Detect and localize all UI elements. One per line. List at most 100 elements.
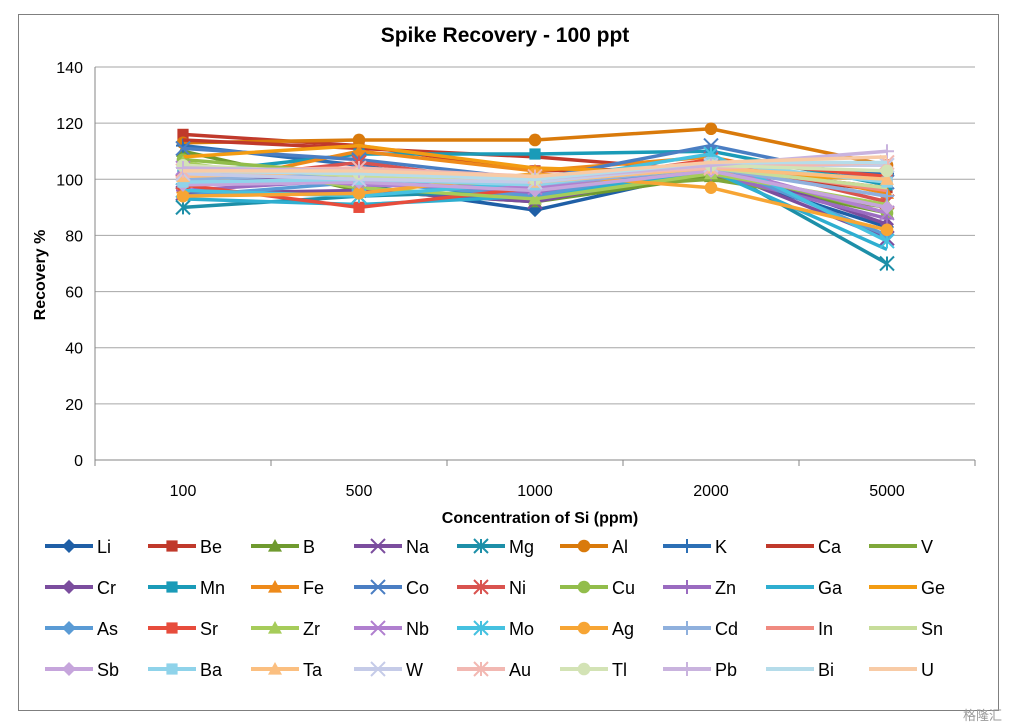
data-point-Co — [175, 140, 191, 157]
legend-label-Ag: Ag — [612, 619, 634, 639]
x-tick-label: 100 — [170, 483, 197, 500]
legend-marker-Co — [370, 579, 386, 595]
legend-label-Ga: Ga — [818, 578, 843, 598]
data-point-Al — [704, 122, 718, 136]
x-axis-label: Concentration of Si (ppm) — [441, 510, 639, 527]
y-tick-label: 100 — [56, 172, 83, 189]
legend-label-Al: Al — [612, 537, 628, 557]
chart-title: Spike Recovery - 100 ppt — [380, 24, 630, 47]
legend-marker-Al — [577, 539, 591, 553]
legend-label-Cd: Cd — [715, 619, 738, 639]
legend-marker-K — [680, 539, 694, 553]
legend-label-Mn: Mn — [200, 578, 225, 598]
legend-label-As: As — [97, 619, 118, 639]
legend-marker-Mn — [166, 581, 178, 593]
data-point-Sb — [880, 200, 894, 215]
legend-marker-Na — [370, 538, 386, 554]
legend-marker-Fe — [268, 580, 282, 593]
legend-label-Ca: Ca — [818, 537, 842, 557]
legend-label-Ni: Ni — [509, 578, 526, 598]
data-point-Ag — [176, 189, 190, 203]
legend-label-Zr: Zr — [303, 619, 320, 639]
legend-label-Cr: Cr — [97, 578, 116, 598]
legend-label-Sn: Sn — [921, 619, 943, 639]
legend-marker-Ta — [268, 662, 282, 675]
legend-marker-Cd — [680, 621, 694, 635]
x-tick-label: 1000 — [517, 483, 553, 500]
legend-label-Nb: Nb — [406, 619, 429, 639]
legend-label-Bi: Bi — [818, 660, 834, 680]
y-tick-label: 20 — [65, 397, 83, 414]
legend-marker-B — [268, 539, 282, 552]
watermark: 格隆汇 — [962, 708, 1002, 723]
legend-marker-Ba — [166, 663, 178, 675]
data-point-Pb — [880, 144, 894, 159]
legend-marker-Pb — [680, 662, 694, 676]
data-point-Ag — [704, 181, 718, 195]
legend-marker-Nb — [370, 620, 386, 636]
legend-marker-Ag — [577, 621, 591, 635]
y-tick-label: 0 — [74, 453, 83, 470]
data-point-Al — [352, 133, 366, 147]
legend-label-Co: Co — [406, 578, 429, 598]
legend-label-Ge: Ge — [921, 578, 945, 598]
y-tick-label: 40 — [65, 341, 83, 358]
legend-marker-Zn — [680, 580, 694, 594]
legend-label-Li: Li — [97, 537, 111, 557]
legend-marker-Ni — [473, 579, 489, 595]
series-line-Bi — [182, 160, 887, 182]
data-point-Mo — [879, 233, 895, 249]
legend-marker-Tl — [577, 662, 591, 676]
legend-marker-Zr — [268, 621, 282, 634]
legend-label-K: K — [715, 537, 727, 557]
legend-label-Ta: Ta — [303, 660, 323, 680]
data-point-Ta — [880, 172, 894, 185]
legend-marker-Mg — [473, 538, 489, 554]
legend-label-Ba: Ba — [200, 660, 223, 680]
legend-label-Sr: Sr — [200, 619, 218, 639]
legend-marker-Mo — [473, 620, 489, 636]
data-point-Pb — [176, 161, 190, 176]
data-point-Fe — [352, 144, 366, 157]
y-tick-label: 60 — [65, 285, 83, 302]
legend-label-Tl: Tl — [612, 660, 627, 680]
x-tick-label: 2000 — [693, 483, 729, 500]
legend-label-Na: Na — [406, 537, 430, 557]
legend-label-Fe: Fe — [303, 578, 324, 598]
chart-frame — [18, 14, 999, 711]
legend-label-Zn: Zn — [715, 578, 736, 598]
data-point-Al — [528, 133, 542, 147]
data-point-Ag — [880, 223, 894, 237]
legend-label-Au: Au — [509, 660, 531, 680]
y-tick-label: 80 — [65, 228, 83, 245]
legend-marker-W — [370, 661, 386, 677]
legend-label-Sb: Sb — [97, 660, 119, 680]
data-point-Zr — [528, 191, 542, 205]
data-point-Mg — [879, 255, 895, 272]
data-point-Pb — [704, 158, 718, 173]
legend-label-B: B — [303, 537, 315, 557]
legend-marker-Au — [473, 661, 489, 677]
legend-marker-Cu — [577, 580, 591, 594]
data-point-Tl — [880, 164, 894, 178]
series-line-U — [183, 155, 888, 179]
legend-label-Mo: Mo — [509, 619, 534, 639]
legend-label-Cu: Cu — [612, 578, 635, 598]
y-tick-label: 140 — [56, 60, 83, 77]
legend-marker-Be — [166, 540, 178, 552]
legend-marker-As — [62, 621, 76, 635]
x-tick-label: 500 — [346, 483, 373, 500]
legend-label-Mg: Mg — [509, 537, 534, 557]
legend-label-Pb: Pb — [715, 660, 737, 680]
legend-marker-Sb — [62, 662, 76, 676]
legend-label-U: U — [921, 660, 934, 680]
x-tick-label: 5000 — [869, 483, 905, 500]
legend-label-V: V — [921, 537, 933, 557]
data-point-Ba — [177, 176, 189, 188]
legend-label-In: In — [818, 619, 833, 639]
y-tick-label: 120 — [56, 116, 83, 133]
data-point-Sr — [353, 201, 365, 213]
legend-marker-Sr — [166, 622, 178, 634]
data-point-Mn — [529, 148, 541, 160]
